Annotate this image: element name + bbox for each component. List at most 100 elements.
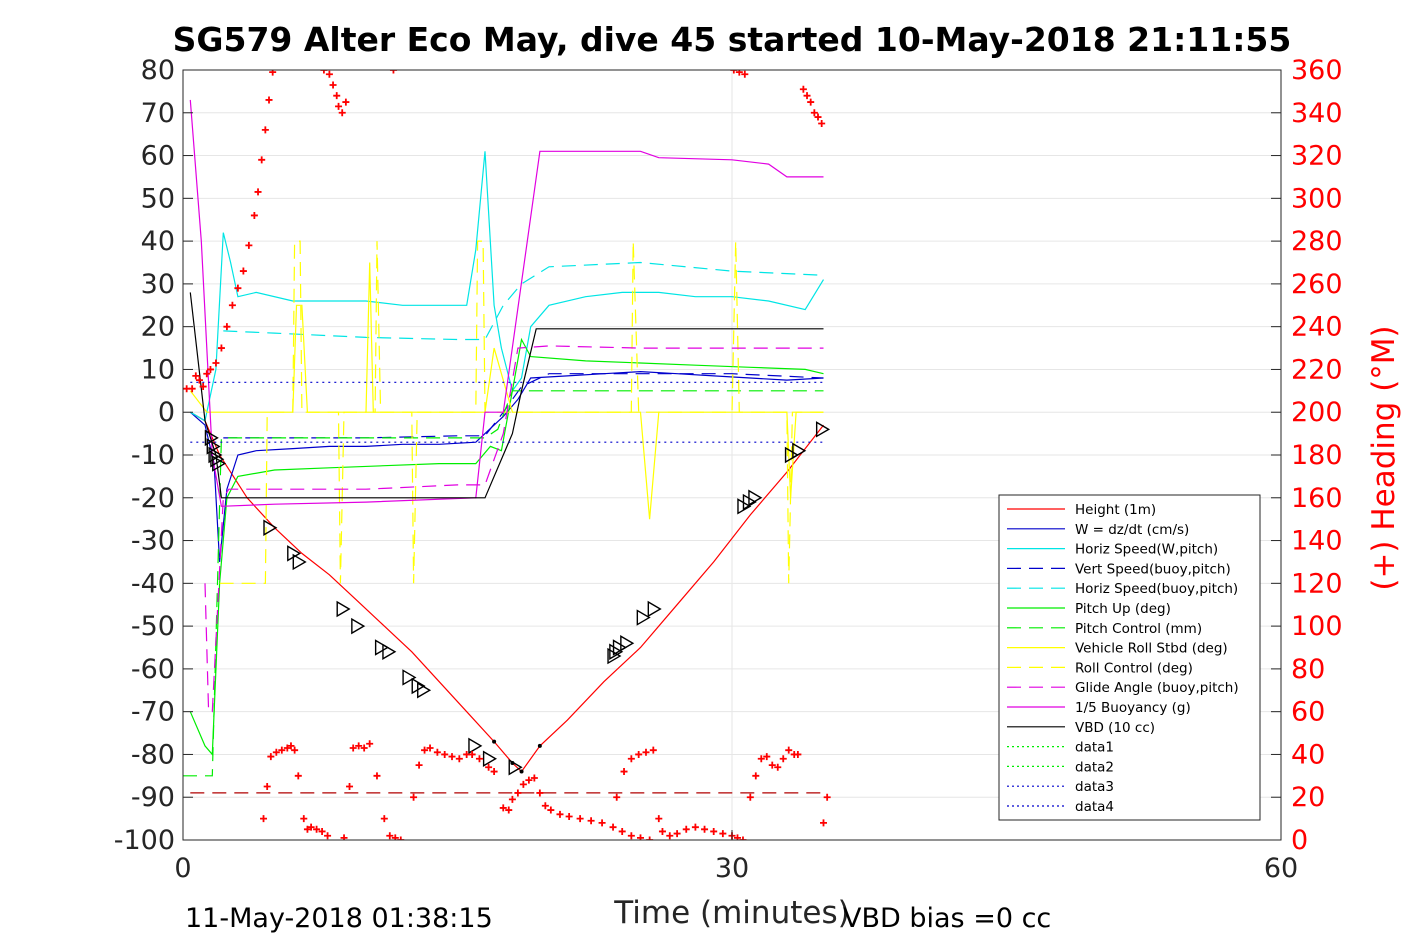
heading-marker bbox=[635, 750, 643, 758]
heading-marker bbox=[519, 780, 527, 788]
triangle-marker bbox=[210, 451, 225, 468]
heading-marker bbox=[338, 109, 346, 117]
y-tick-label: -100 bbox=[114, 825, 175, 856]
heading-marker bbox=[701, 825, 709, 833]
heading-marker bbox=[303, 825, 311, 833]
heading-marker bbox=[263, 783, 271, 791]
legend-label: Pitch Control (mm) bbox=[1075, 621, 1202, 637]
axis-ticks: 80706050403020100-10-20-30-40-50-60-70-8… bbox=[114, 55, 1343, 884]
heading-marker bbox=[318, 827, 326, 835]
y-tick-label: -20 bbox=[131, 483, 175, 514]
heading-marker bbox=[212, 359, 220, 367]
bottom-dot-marker bbox=[537, 743, 542, 748]
legend-label: data2 bbox=[1075, 759, 1114, 775]
y-tick-label: 40 bbox=[141, 226, 175, 257]
heading-marker bbox=[530, 774, 538, 782]
heading-marker bbox=[587, 817, 595, 825]
heading-marker bbox=[294, 772, 302, 780]
bottom-dot-marker bbox=[492, 739, 497, 744]
triangle-marker bbox=[784, 446, 799, 464]
heading-marker bbox=[655, 815, 663, 823]
heading-marker bbox=[807, 98, 815, 106]
heading-marker bbox=[649, 746, 657, 754]
heading-marker bbox=[313, 825, 321, 833]
heading-marker bbox=[455, 755, 463, 763]
heading-marker bbox=[324, 832, 332, 840]
heading-marker bbox=[666, 832, 674, 840]
heading-marker bbox=[820, 819, 827, 827]
heading-marker bbox=[547, 806, 555, 814]
heading-marker bbox=[673, 830, 681, 838]
y-right-tick-label: 200 bbox=[1291, 397, 1343, 428]
series-line-1-5-buoyancy-g bbox=[189, 99, 824, 507]
y-right-tick-label: 220 bbox=[1291, 354, 1343, 385]
heading-marker bbox=[269, 70, 277, 76]
heading-marker bbox=[799, 85, 807, 93]
heading-marker bbox=[188, 385, 196, 393]
heading-marker bbox=[349, 744, 357, 752]
y-tick-label: -30 bbox=[131, 526, 175, 557]
triangle-marker bbox=[612, 639, 627, 656]
triangle-marker bbox=[468, 737, 483, 755]
y-right-tick-label: 260 bbox=[1291, 269, 1343, 300]
heading-marker bbox=[733, 834, 741, 840]
triangle-marker bbox=[815, 421, 831, 438]
heading-marker bbox=[785, 746, 793, 754]
legend-label: data3 bbox=[1075, 779, 1114, 795]
y-right-tick-label: 100 bbox=[1291, 611, 1343, 642]
triangle-marker bbox=[792, 442, 807, 459]
legend-label: VBD (10 cc) bbox=[1075, 720, 1155, 736]
heading-marker bbox=[485, 763, 493, 771]
heading-marker bbox=[620, 768, 628, 776]
triangle-marker bbox=[620, 635, 635, 652]
heading-marker bbox=[206, 365, 214, 373]
y-right-tick-label: 320 bbox=[1291, 141, 1343, 172]
triangle-marker bbox=[382, 643, 397, 660]
heading-marker bbox=[254, 188, 262, 196]
heading-marker bbox=[774, 763, 782, 771]
heading-marker bbox=[565, 812, 573, 820]
heading-marker bbox=[283, 744, 291, 752]
heading-marker bbox=[258, 156, 266, 164]
heading-marker bbox=[380, 815, 388, 823]
heading-marker bbox=[325, 70, 333, 78]
heading-marker bbox=[333, 92, 341, 100]
legend-label: Horiz Speed(W,pitch) bbox=[1075, 542, 1218, 558]
legend-label: Vehicle Roll Stbd (deg) bbox=[1075, 641, 1228, 657]
heading-marker bbox=[355, 742, 363, 750]
x-tick-label: 0 bbox=[174, 853, 191, 884]
y-right-tick-label: 140 bbox=[1291, 526, 1343, 557]
x-axis-label: Time (minutes) bbox=[613, 895, 849, 931]
heading-marker bbox=[642, 748, 650, 756]
legend-label: Height (1m) bbox=[1075, 502, 1156, 518]
heading-marker bbox=[192, 372, 200, 380]
heading-marker bbox=[386, 832, 394, 840]
heading-marker bbox=[779, 755, 787, 763]
triangle-marker bbox=[212, 455, 227, 472]
heading-marker bbox=[618, 827, 626, 835]
legend-label: W = dz/dt (cm/s) bbox=[1075, 522, 1189, 538]
heading-marker bbox=[291, 746, 299, 754]
y-tick-label: 50 bbox=[141, 183, 175, 214]
heading-marker bbox=[421, 746, 429, 754]
heading-marker bbox=[627, 755, 635, 763]
y-tick-label: 30 bbox=[141, 269, 175, 300]
heading-marker bbox=[514, 789, 522, 797]
y-tick-label: -70 bbox=[131, 697, 175, 728]
right-y-axis-label: (+) Heading (°M) bbox=[1366, 325, 1402, 590]
heading-marker bbox=[719, 830, 727, 838]
heading-marker bbox=[360, 744, 368, 752]
heading-marker bbox=[389, 70, 397, 74]
triangle-marker bbox=[402, 669, 417, 686]
heading-marker bbox=[757, 755, 765, 763]
heading-marker bbox=[691, 823, 699, 831]
triangle-marker bbox=[609, 643, 624, 660]
x-tick-label: 30 bbox=[715, 853, 749, 884]
heading-marker bbox=[741, 70, 749, 78]
heading-marker bbox=[391, 834, 399, 840]
legend-label: Glide Angle (buoy,pitch) bbox=[1075, 680, 1239, 696]
heading-marker bbox=[710, 827, 718, 835]
heading-marker bbox=[739, 836, 747, 840]
y-right-tick-label: 300 bbox=[1291, 183, 1343, 214]
